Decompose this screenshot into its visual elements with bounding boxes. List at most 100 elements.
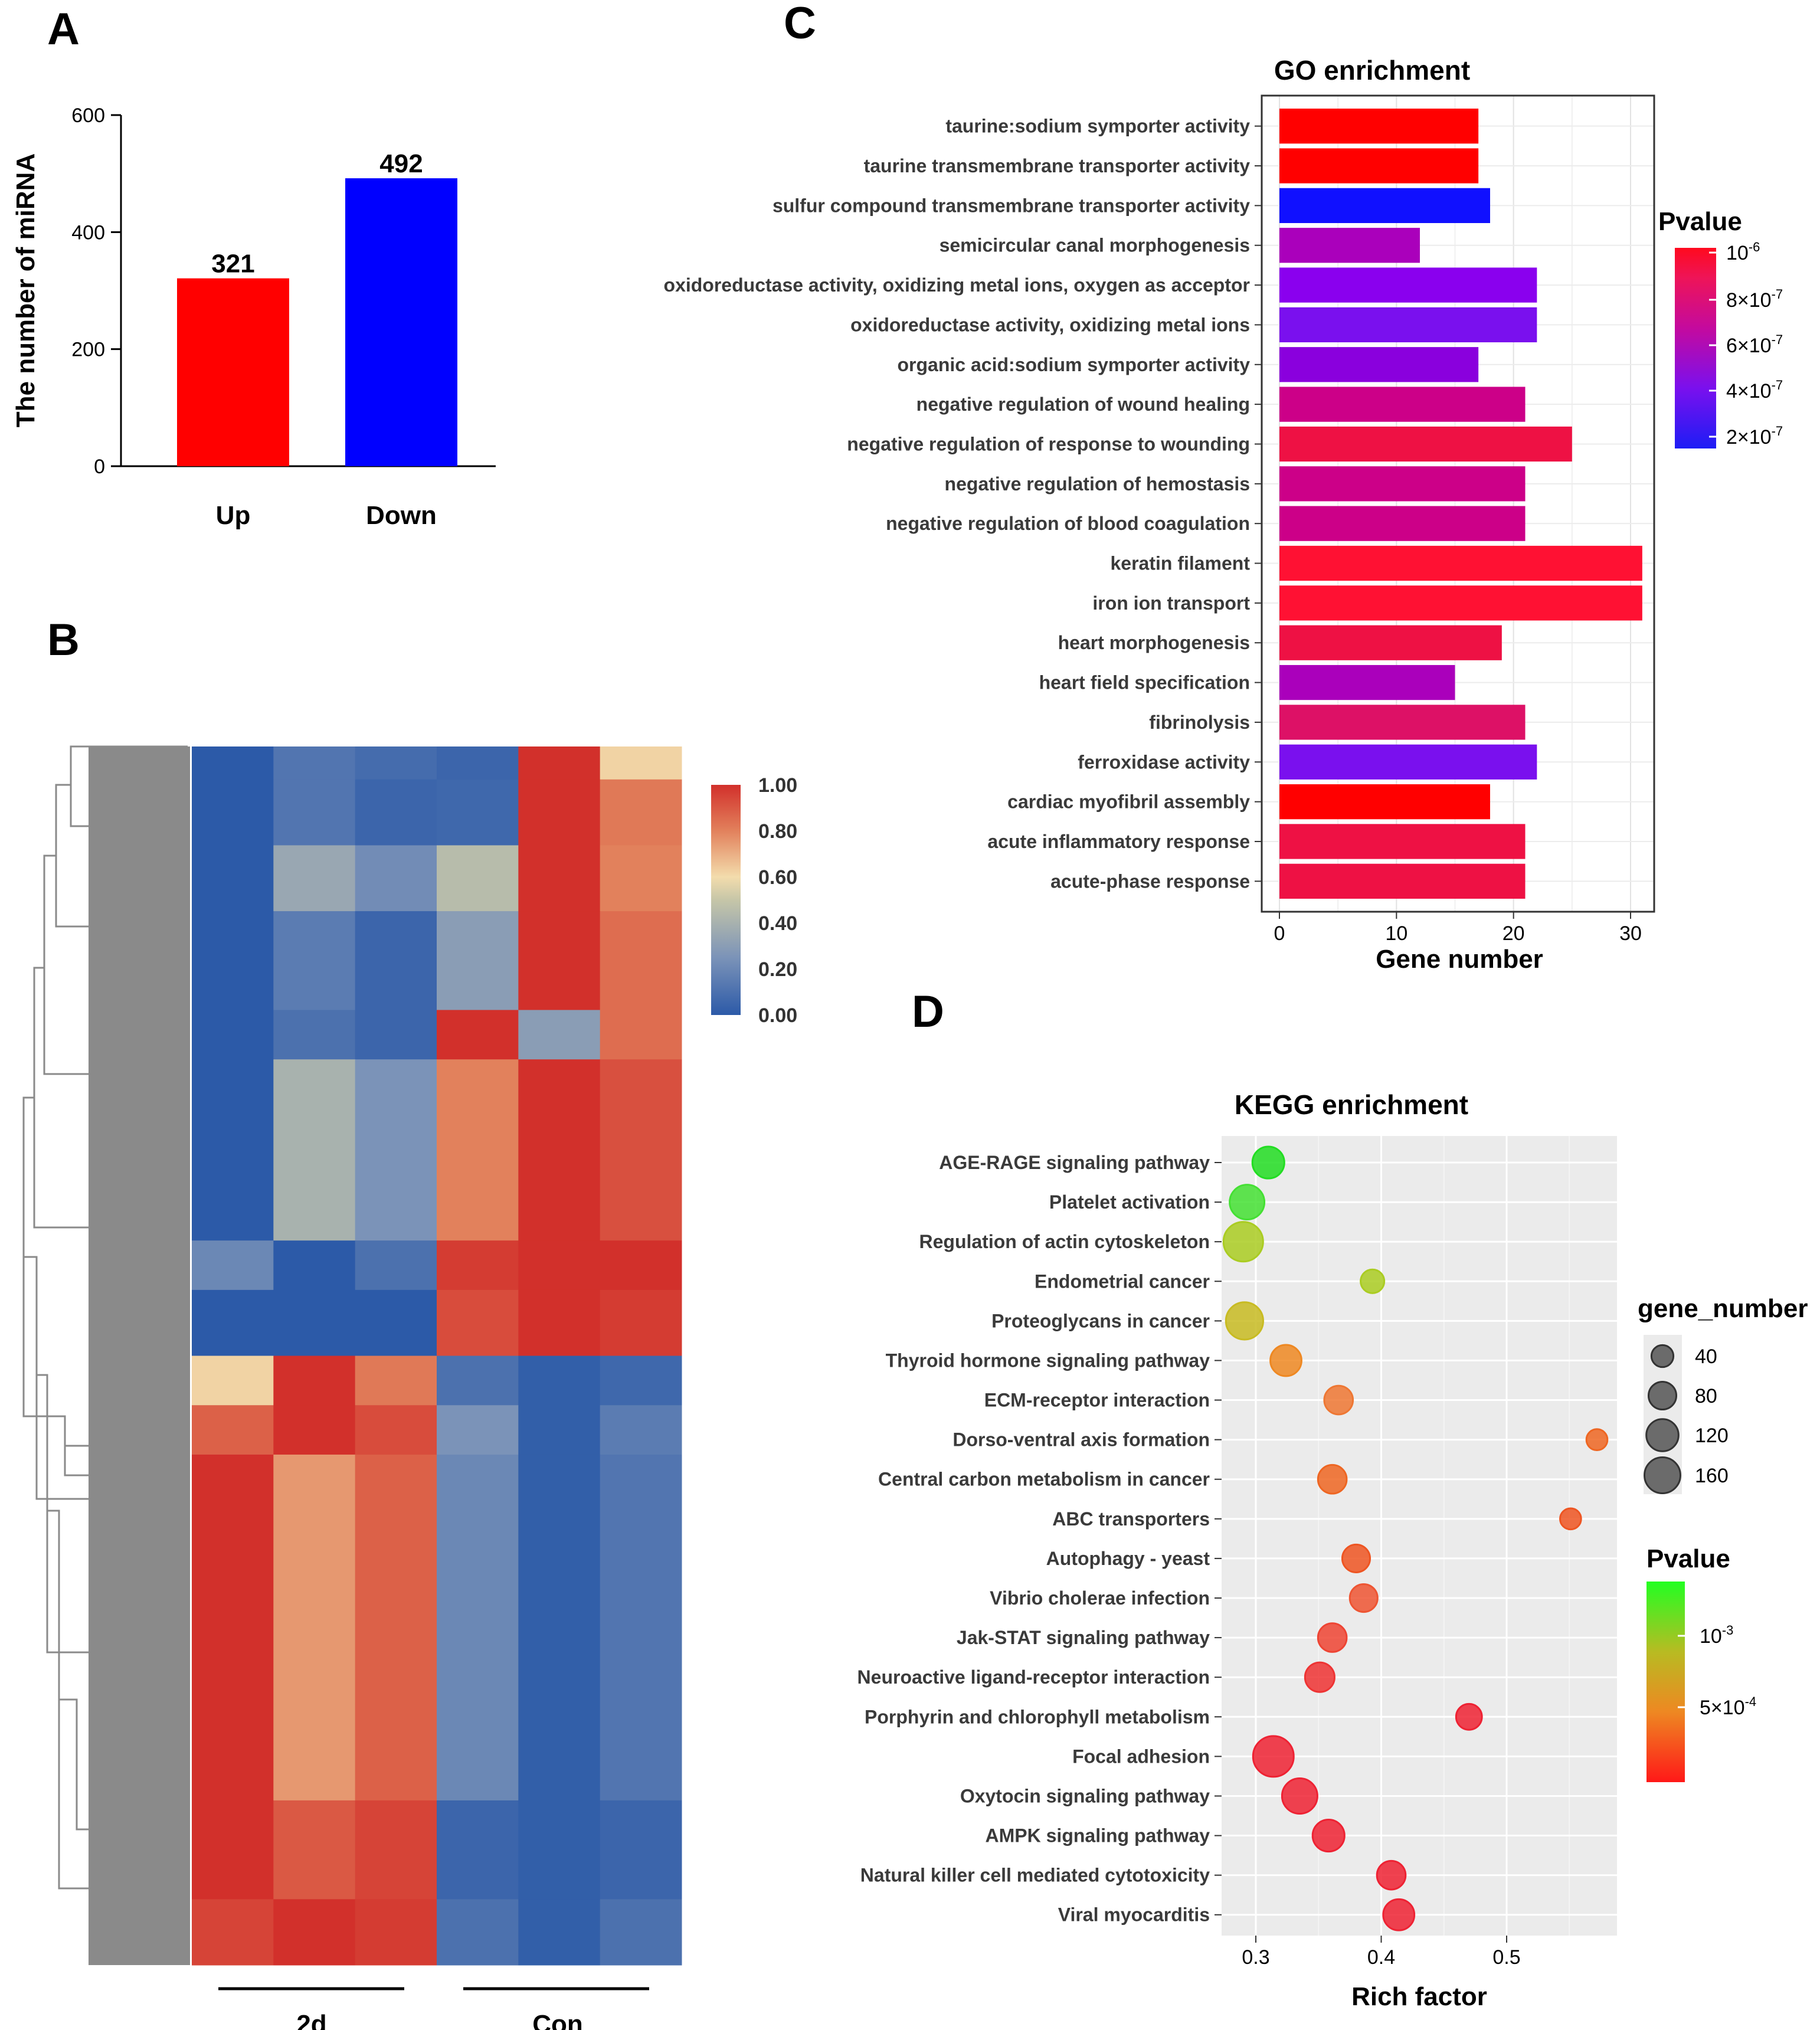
kegg-category-label-16: Oxytocin signaling pathway (960, 1785, 1210, 1806)
go-x-tick-label-2: 20 (1503, 922, 1525, 945)
size-legend-label-0: 40 (1695, 1345, 1717, 1368)
kegg-plot-panel (1222, 1136, 1617, 1936)
heatmap-cell-0-3 (437, 746, 519, 780)
go-category-label-3: semicircular canal morphogenesis (940, 235, 1250, 256)
go-legend-title: Pvalue (1658, 207, 1742, 236)
kegg-pvalue-colorbar (1646, 1582, 1685, 1782)
heatmap-cell-7-1 (273, 1289, 356, 1356)
colorbar-tick-5: 1.00 (758, 774, 797, 797)
go-category-label-10: negative regulation of blood coagulation (886, 513, 1250, 534)
heatmap-cell-5-5 (600, 1059, 682, 1241)
heatmap-cell-3-4 (518, 911, 601, 1010)
size-legend-dot-0 (1650, 1344, 1675, 1368)
heatmap-cell-11-1 (273, 1800, 356, 1900)
kegg-point-6 (1323, 1384, 1354, 1416)
heatmap-cell-3-3 (437, 911, 519, 1010)
go-pvalue-colorbar (1675, 248, 1716, 448)
heatmap-cell-7-2 (355, 1289, 437, 1356)
kegg-category-label-12: Jak-STAT signaling pathway (957, 1627, 1210, 1648)
heatmap-cell-3-5 (600, 911, 682, 1010)
kegg-point-11 (1348, 1583, 1379, 1613)
kegg-x-tick-label-1: 0.4 (1367, 1946, 1395, 1969)
kegg-point-17 (1311, 1819, 1346, 1853)
heatmap-cell-8-3 (437, 1355, 519, 1406)
heatmap-cell-9-5 (600, 1405, 682, 1455)
heatmap-cell-9-2 (355, 1405, 437, 1455)
size-legend-dot-3 (1644, 1456, 1681, 1494)
heatmap-cell-5-3 (437, 1059, 519, 1241)
heatmap-cell-2-4 (518, 845, 601, 912)
bar-up (177, 278, 289, 466)
heatmap-cell-11-4 (518, 1800, 601, 1900)
colorbar-tick-4: 0.80 (758, 820, 797, 843)
kegg-point-3 (1360, 1268, 1386, 1294)
kegg-category-label-6: ECM-receptor interaction (984, 1390, 1210, 1411)
go-category-label-13: heart morphogenesis (1058, 632, 1250, 653)
kegg-point-19 (1382, 1898, 1416, 1931)
kegg-point-10 (1341, 1543, 1371, 1573)
kegg-category-label-5: Thyroid hormone signaling pathway (886, 1350, 1210, 1371)
kegg-point-9 (1559, 1507, 1582, 1531)
size-legend-label-3: 160 (1695, 1465, 1729, 1487)
go-category-label-7: negative regulation of wound healing (916, 394, 1250, 415)
heatmap-cell-7-3 (437, 1289, 519, 1356)
go-category-label-19: acute-phase response (1050, 870, 1250, 892)
heatmap-cell-9-0 (192, 1405, 274, 1455)
heatmap-cell-10-2 (355, 1454, 437, 1801)
kegg-category-label-13: Neuroactive ligand-receptor interaction (857, 1666, 1210, 1688)
go-category-label-17: cardiac myofibril assembly (1007, 791, 1250, 813)
go-bar-0 (1279, 109, 1479, 144)
go-bar-15 (1279, 705, 1526, 740)
kegg-category-label-17: AMPK signaling pathway (986, 1825, 1210, 1846)
heatmap-cell-0-2 (355, 746, 437, 780)
go-bar-17 (1279, 784, 1490, 820)
go-bar-7 (1279, 387, 1526, 422)
kegg-point-5 (1269, 1344, 1302, 1377)
heatmap-cell-7-5 (600, 1289, 682, 1356)
go-enrichment-chart: GO enrichment taurine:sodium symporter a… (664, 55, 1783, 974)
heatmap-cell-12-4 (518, 1899, 601, 1966)
go-category-label-4: oxidoreductase activity, oxidizing metal… (664, 274, 1250, 296)
go-category-label-12: iron ion transport (1092, 592, 1250, 614)
heatmap-cell-0-4 (518, 746, 601, 780)
heatmap-cell-0-0 (192, 746, 274, 780)
heatmap-cell-5-0 (192, 1059, 274, 1241)
heatmap-cell-12-5 (600, 1899, 682, 1966)
kegg-point-1 (1229, 1184, 1266, 1221)
panel-letter-a: A (47, 4, 80, 54)
row-dendrogram (22, 745, 190, 1965)
go-x-tick-label-3: 30 (1619, 922, 1642, 945)
go-chart-title: GO enrichment (1274, 55, 1470, 86)
go-bar-16 (1279, 744, 1537, 780)
go-bar-6 (1279, 347, 1479, 382)
heatmap-cell-7-4 (518, 1289, 601, 1356)
kegg-category-label-7: Dorso-ventral axis formation (952, 1429, 1210, 1451)
heatmap-cell-10-5 (600, 1454, 682, 1801)
size-legend-title: gene_number (1638, 1294, 1808, 1323)
heatmap-cell-12-0 (192, 1899, 274, 1966)
heatmap-cell-3-2 (355, 911, 437, 1010)
y-tick-label-2: 400 (71, 221, 105, 244)
y-tick-label-0: 0 (94, 456, 105, 478)
kegg-category-label-3: Endometrial cancer (1035, 1271, 1210, 1292)
go-bar-9 (1279, 466, 1526, 502)
heatmap-cell-7-0 (192, 1289, 274, 1356)
go-x-axis-title: Gene number (1376, 945, 1543, 974)
colorbar-tick-2: 0.40 (758, 912, 797, 935)
kegg-x-tick-label-0: 0.3 (1242, 1946, 1269, 1969)
heatmap-cell-1-5 (600, 779, 682, 846)
kegg-point-0 (1251, 1145, 1285, 1180)
heatmap-cell-6-4 (518, 1240, 601, 1291)
heatmap-cell-8-1 (273, 1355, 356, 1406)
go-legend-label-1: 8×10-7 (1726, 287, 1783, 312)
heatmap-cell-4-0 (192, 1010, 274, 1060)
go-category-label-8: negative regulation of response to wound… (847, 433, 1250, 454)
heatmap-cell-4-4 (518, 1010, 601, 1060)
heatmap-cell-5-2 (355, 1059, 437, 1241)
heatmap-chart: 2d Con 0.00 0.20 0.40 0.60 0.80 1.00 (22, 745, 797, 2030)
bar-chart-mirna: 0 200 400 600 321 Up 492 Down The number of mi… (11, 104, 496, 530)
go-legend-label-2: 6×10-7 (1726, 332, 1783, 357)
heatmap-cell-1-3 (437, 779, 519, 846)
heatmap-cell-5-4 (518, 1059, 601, 1241)
